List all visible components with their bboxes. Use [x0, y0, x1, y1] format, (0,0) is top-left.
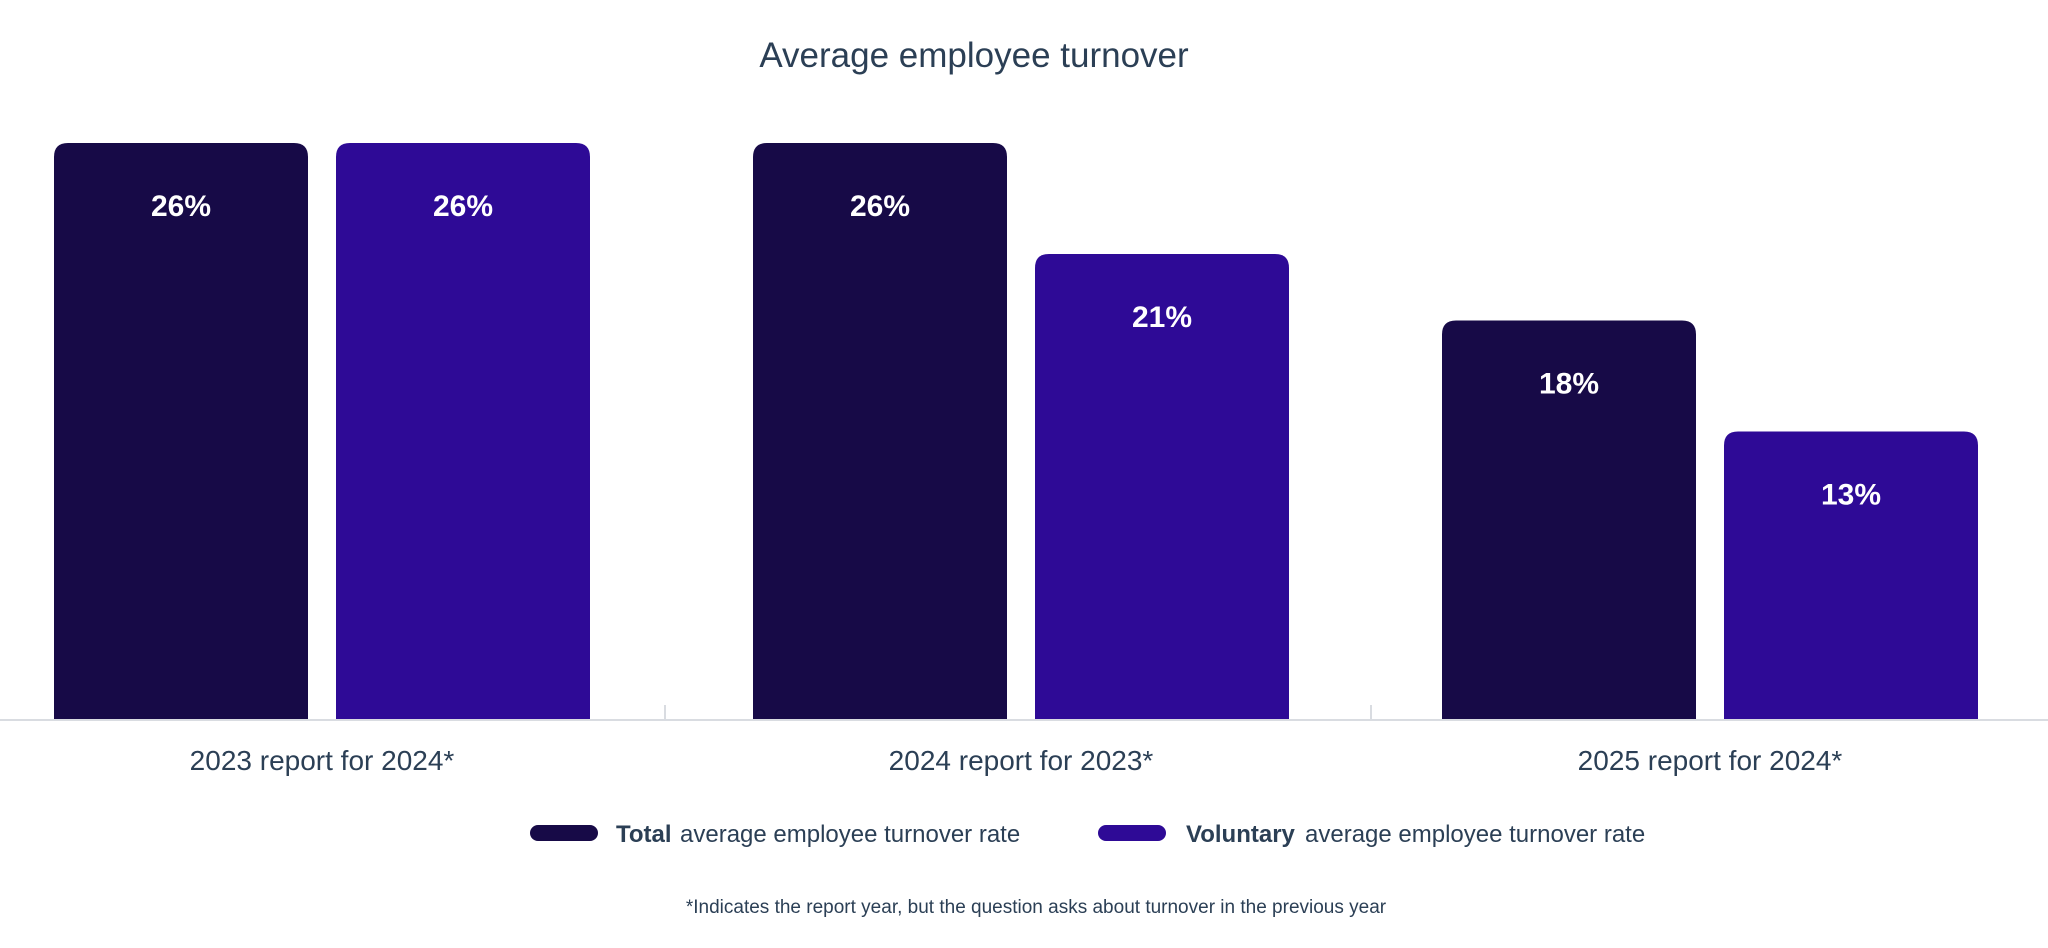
bar-total-3 — [1442, 320, 1696, 720]
bar-value-label: 26% — [151, 190, 211, 223]
bar-voluntary-1 — [336, 143, 590, 720]
x-axis-ticks — [664, 705, 1372, 720]
bar-value-label: 18% — [1539, 368, 1599, 401]
legend-label-text: average employee turnover rate — [1305, 821, 1645, 848]
legend-label-bold: Total — [616, 821, 672, 848]
legend-swatch-voluntary — [1098, 825, 1166, 841]
bars-layer: 26% 26% 26% 21% 18% 13% — [54, 143, 1978, 720]
bar-value-label: 26% — [433, 190, 493, 223]
chart-title: Average employee turnover — [759, 36, 1189, 75]
bar-value-label: 21% — [1132, 301, 1192, 334]
bar-total-2 — [753, 143, 1007, 720]
category-label: 2025 report for 2024* — [1578, 745, 1843, 776]
bar-total-1 — [54, 143, 308, 720]
bar-value-label: 26% — [850, 190, 910, 223]
bar-voluntary-3 — [1724, 431, 1978, 720]
legend-swatch-total — [530, 825, 598, 841]
category-label: 2024 report for 2023* — [889, 745, 1154, 776]
footnote: *Indicates the report year, but the ques… — [686, 897, 1387, 918]
bar-value-label: 13% — [1821, 479, 1881, 512]
legend: Total average employee turnover rate Volun… — [530, 821, 1645, 848]
legend-label-bold: Voluntary — [1186, 821, 1296, 848]
bar-voluntary-2 — [1035, 253, 1289, 720]
category-labels: 2023 report for 2024* 2024 report for 202… — [190, 745, 1843, 776]
legend-label-text: average employee turnover rate — [680, 821, 1020, 848]
category-label: 2023 report for 2024* — [190, 745, 455, 776]
